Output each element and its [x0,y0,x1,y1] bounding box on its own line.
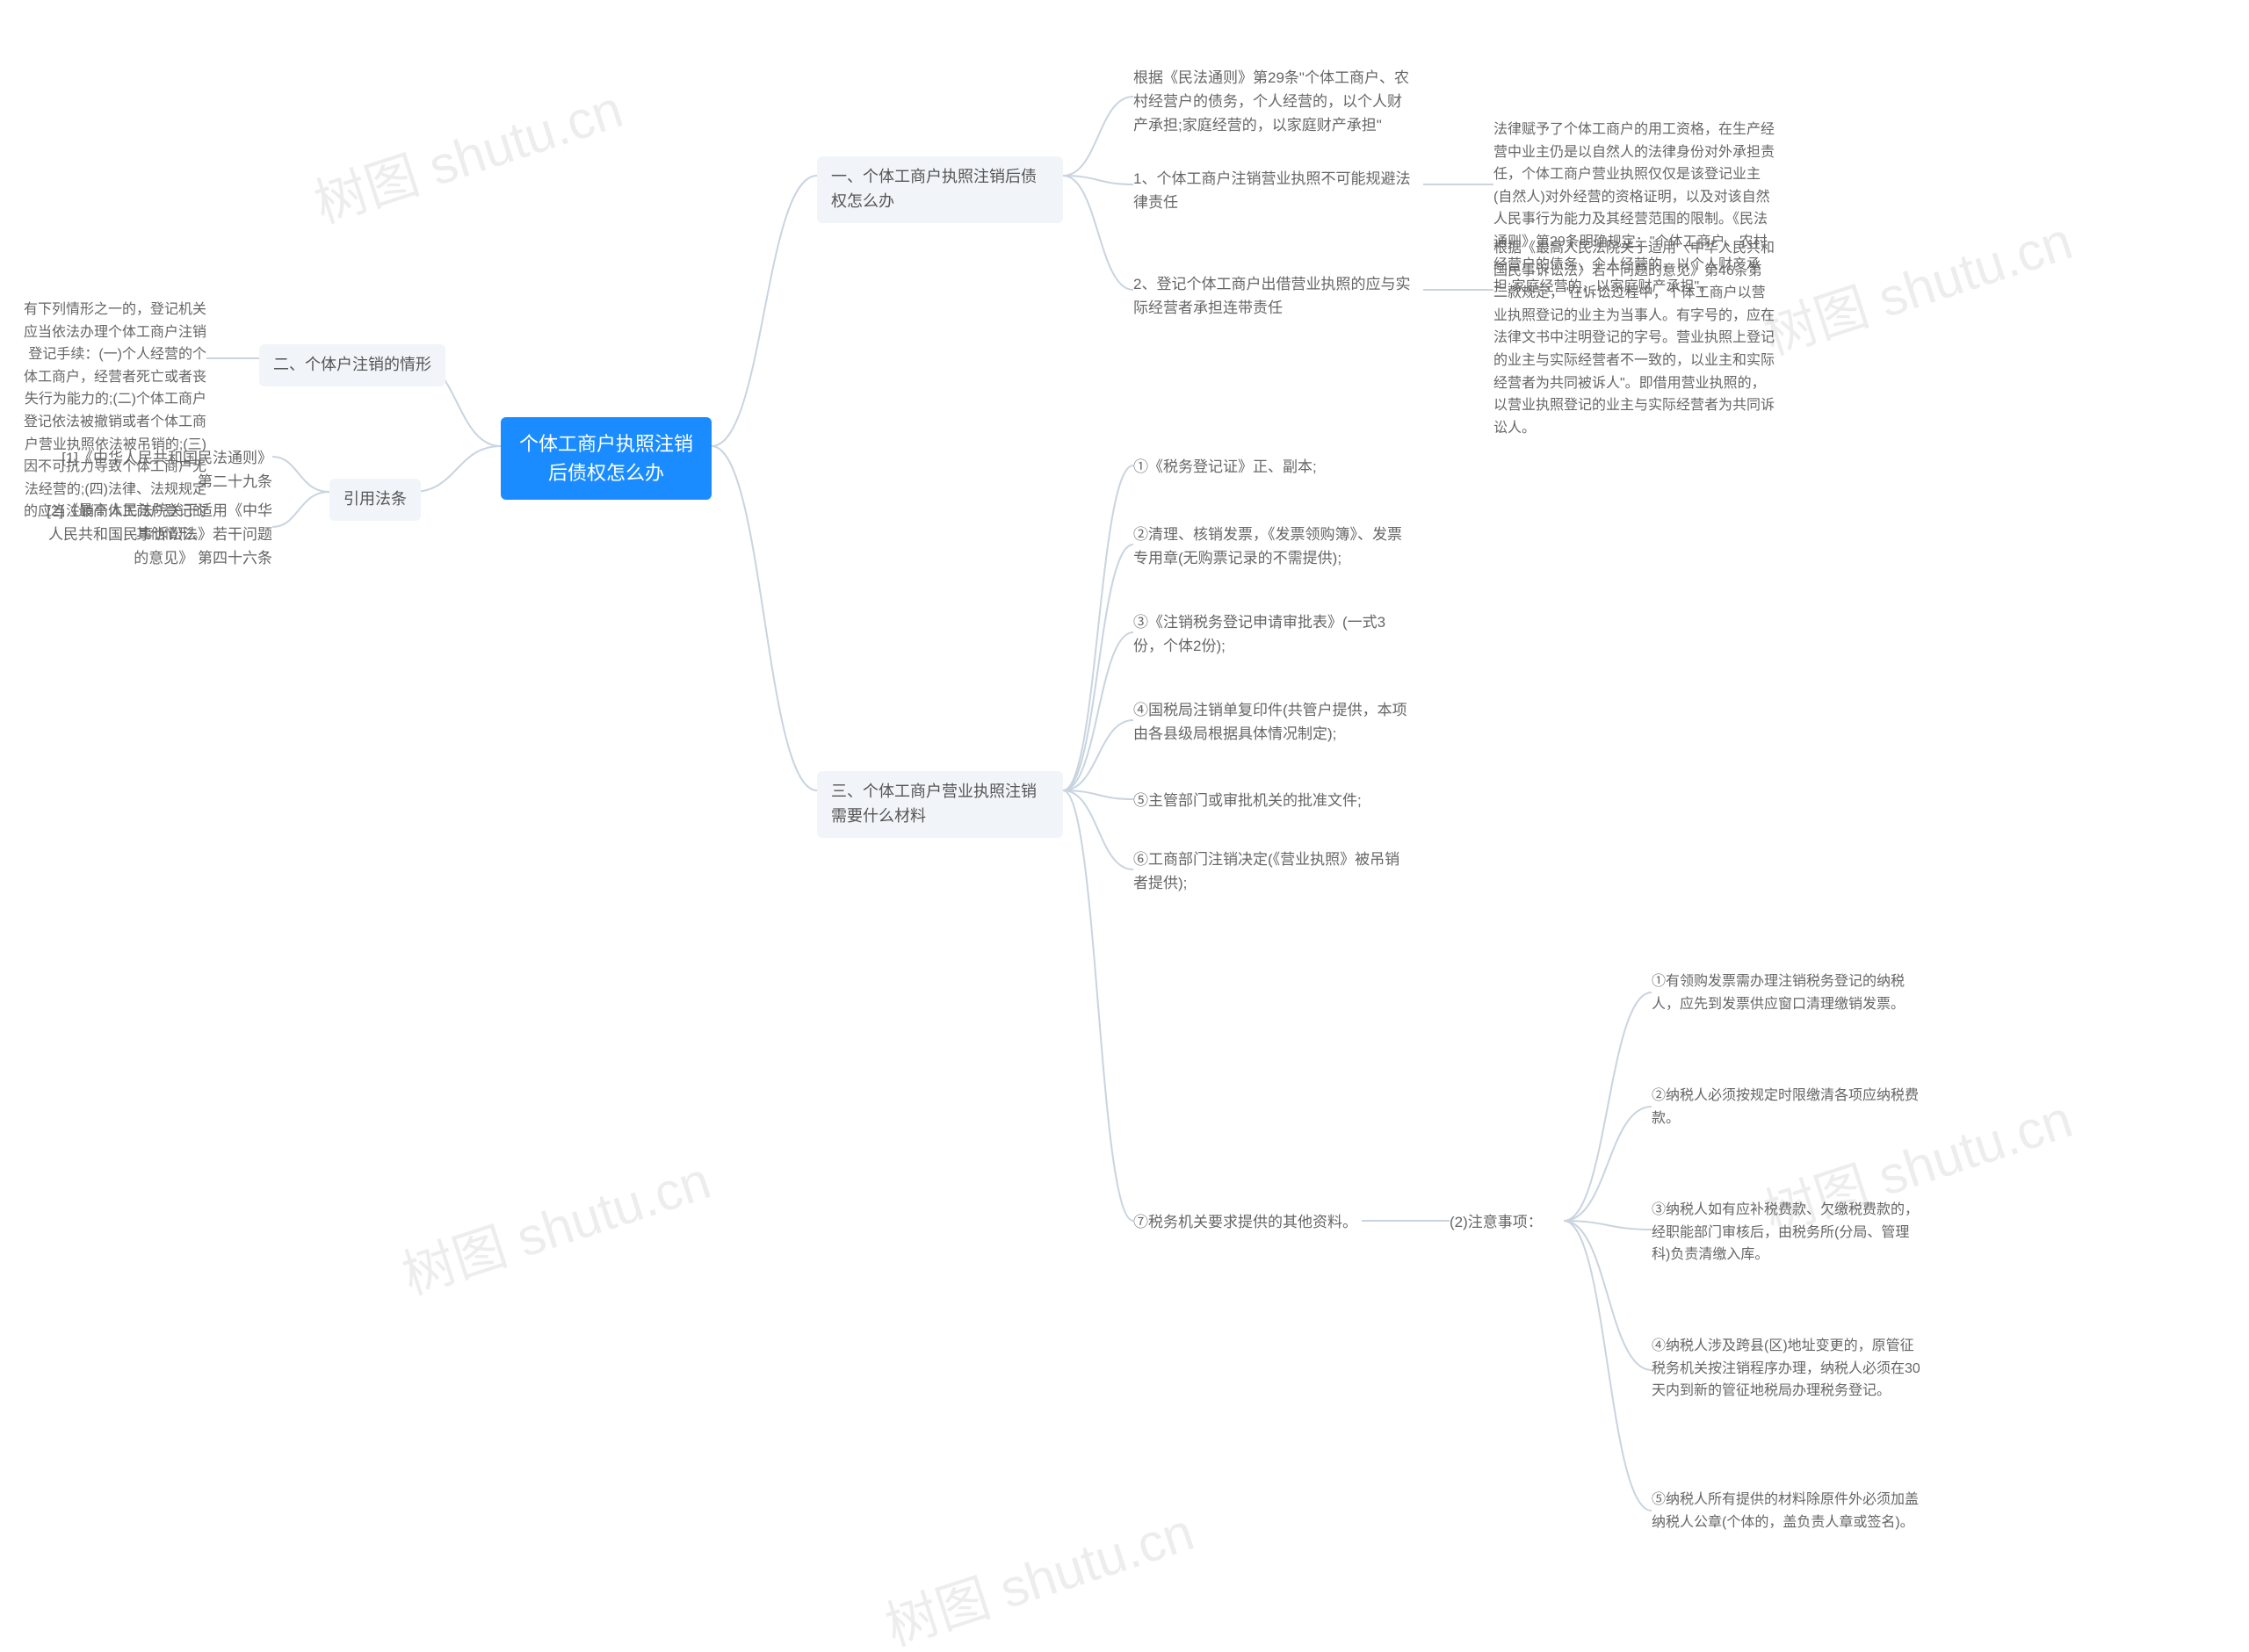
b1-item-2: 2、登记个体工商户出借营业执照的应与实际经营者承担连带责任 [1133,272,1423,320]
branch-1[interactable]: 一、个体工商户执照注销后债权怎么办 [817,156,1063,223]
b3-item-3: ③《注销税务登记申请审批表》(一式3份，个体2份); [1133,610,1414,658]
b3-item-7: ⑦税务机关要求提供的其他资料。 [1133,1210,1362,1234]
b1-item-1: 1、个体工商户注销营业执照不可能规避法律责任 [1133,167,1423,214]
b3-item-5: ⑤主管部门或审批机关的批准文件; [1133,789,1414,812]
root-node[interactable]: 个体工商户执照注销后债权怎么办 [501,417,712,500]
b3-note-3: ③纳税人如有应补税费款、欠缴税费款的，经职能部门审核后，由税务所(分局、管理科)… [1652,1199,1924,1266]
b3-item-6: ⑥工商部门注销决定(《营业执照》被吊销者提供); [1133,848,1414,895]
b3-item-2: ②清理、核销发票，《发票领购簿》、发票专用章(无购票记录的不需提供); [1133,523,1414,570]
watermark: 树图 shutu.cn [303,67,631,238]
branch-law-label: 引用法条 [343,490,407,508]
watermark: 树图 shutu.cn [391,1138,719,1309]
law-item-1: [1]《中华人民共和国民法通则》 第二十九条 [44,446,272,494]
b1-intro: 根据《民法通则》第29条"个体工商户、农村经营户的债务，个人经营的，以个人财产承… [1133,66,1414,138]
branch-2-label: 二、个体户注销的情形 [273,356,431,373]
watermark: 树图 shutu.cn [1753,198,2080,370]
branch-1-label: 一、个体工商户执照注销后债权怎么办 [831,168,1037,210]
b3-item-1: ①《税务登记证》正、副本; [1133,455,1414,479]
b3-item-4: ④国税局注销单复印件(共管户提供，本项由各县级局根据具体情况制定); [1133,698,1414,746]
b3-note-5: ⑤纳税人所有提供的材料除原件外必须加盖纳税人公章(个体的，盖负责人章或签名)。 [1652,1489,1924,1533]
watermark: 树图 shutu.cn [874,1490,1202,1652]
branch-3[interactable]: 三、个体工商户营业执照注销需要什么材料 [817,771,1063,838]
connectors [0,0,2249,1652]
branch-3-label: 三、个体工商户营业执照注销需要什么材料 [831,783,1037,825]
branch-2[interactable]: 二、个体户注销的情形 [259,344,445,386]
b3-note-2: ②纳税人必须按规定时限缴清各项应纳税费款。 [1652,1085,1924,1129]
b3-note-1: ①有领购发票需办理注销税务登记的纳税人，应先到发票供应窗口清理缴销发票。 [1652,970,1924,1015]
b1-item-2-detail: 根据《最高人民法院关于适用〈中华人民共和国民事诉讼法〉若干问题的意见》第46条第… [1493,237,1775,439]
branch-law[interactable]: 引用法条 [329,479,421,521]
root-label: 个体工商户执照注销后债权怎么办 [519,433,693,484]
b3-note-label: (2)注意事项： [1450,1210,1564,1234]
law-item-2: [2]《最高人民法院关于适用《中华人民共和国民事诉讼法》若干问题的意见》 第四十… [44,499,272,571]
b3-note-4: ④纳税人涉及跨县(区)地址变更的，原管征税务机关按注销程序办理，纳税人必须在30… [1652,1335,1924,1403]
